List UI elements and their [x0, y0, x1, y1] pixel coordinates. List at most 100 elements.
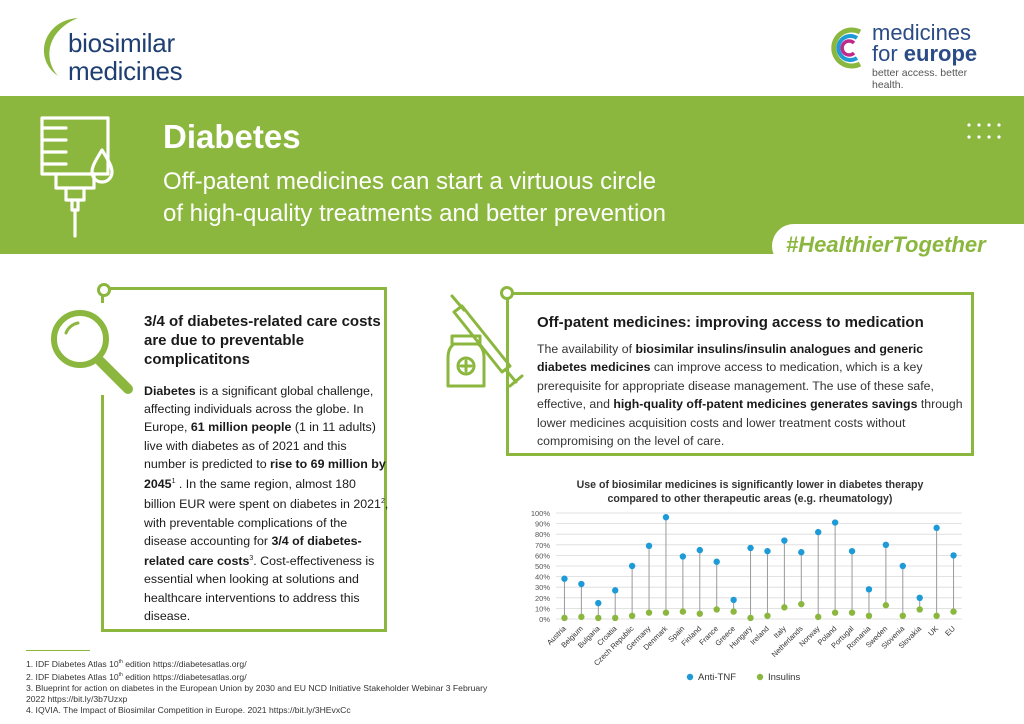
- insulins-point: [831, 609, 839, 616]
- y-tick-label: 100%: [531, 509, 551, 518]
- insulins-point: [815, 613, 822, 621]
- insulins-point: [612, 614, 619, 622]
- footnote-3: 3. Blueprint for action on diabetes in t…: [26, 682, 488, 704]
- anti-tnf-point: [865, 586, 873, 593]
- anti-tnf-point: [696, 546, 703, 554]
- y-tick-label: 70%: [535, 541, 550, 550]
- insulins-point: [865, 612, 873, 620]
- insulins-point: [595, 614, 602, 622]
- syringe-vial-icon: [444, 294, 524, 388]
- anti-tnf-point: [713, 558, 720, 565]
- chart-title-line1: Use of biosimilar medicines is significa…: [576, 479, 924, 491]
- y-tick-label: 80%: [535, 530, 550, 539]
- anti-tnf-point: [798, 549, 805, 556]
- anti-tnf-point: [882, 541, 890, 548]
- hashtag-pill: #HealthierTogether: [772, 224, 1024, 268]
- anti-tnf-point: [815, 528, 822, 536]
- insulins-point: [679, 608, 687, 615]
- footnotes: 1. IDF Diabetes Atlas 10th edition https…: [26, 657, 496, 716]
- logo-left-line2: medicines: [68, 56, 183, 86]
- logo-right-line2: for europe: [872, 41, 978, 66]
- legend-anti-tnf-label: Anti-TNF: [698, 672, 736, 683]
- anti-tnf-point: [578, 580, 585, 588]
- anti-tnf-point: [950, 552, 957, 559]
- rainbow-c-logo-icon: [831, 27, 862, 69]
- chart-title: Use of biosimilar medicines is significa…: [530, 478, 970, 506]
- access-card: Off-patent medicines: improving access t…: [506, 292, 974, 456]
- legend-insulins-label: Insulins: [768, 672, 800, 683]
- subtitle-line1: Off-patent medicines can start a virtuou…: [163, 168, 657, 195]
- insulins-point: [628, 612, 636, 620]
- anti-tnf-point: [781, 537, 788, 544]
- biosimilar-medicines-logo: biosimilar medicines: [34, 14, 224, 86]
- logo-right-line1: medicines: [872, 20, 972, 45]
- insulins-point: [713, 606, 720, 613]
- insulins-point: [561, 614, 568, 622]
- subtitle-line2: of high-quality treatments and better pr…: [163, 200, 666, 227]
- x-tick-label: UK: [926, 624, 940, 638]
- y-tick-label: 10%: [535, 604, 550, 613]
- costs-card: 3/4 of diabetes-related care costs are d…: [101, 287, 389, 632]
- anti-tnf-point: [561, 575, 568, 582]
- footnote-4: 4. IQVIA. The Impact of Biosimilar Compe…: [26, 704, 351, 715]
- footnote-divider: [26, 650, 90, 651]
- decorative-dots-icon: [967, 123, 1001, 139]
- access-card-body: The availability of biosimilar insulins/…: [537, 342, 963, 449]
- footnote-2: 2. IDF Diabetes Atlas 10th edition https…: [26, 671, 247, 682]
- anti-tnf-point: [645, 542, 653, 550]
- anti-tnf-point: [916, 594, 923, 601]
- anti-tnf-point: [899, 562, 906, 570]
- insulins-point: [916, 606, 923, 613]
- insulins-point: [950, 608, 957, 615]
- card-knob-right: [500, 286, 514, 300]
- y-tick-label: 90%: [535, 520, 550, 529]
- page-title: Diabetes: [163, 118, 301, 155]
- insulins-point: [933, 612, 940, 620]
- insulins-point: [848, 609, 856, 616]
- card-knob-left: [97, 283, 111, 297]
- anti-tnf-point: [730, 596, 737, 604]
- legend-insulins-marker: [756, 673, 764, 681]
- access-card-heading: Off-patent medicines: improving access t…: [537, 314, 924, 331]
- footnote-1: 1. IDF Diabetes Atlas 10th edition https…: [26, 658, 247, 669]
- insulins-point: [747, 614, 754, 622]
- anti-tnf-point: [679, 553, 687, 560]
- insulins-point: [645, 609, 653, 616]
- insulins-point: [730, 608, 737, 615]
- anti-tnf-point: [628, 562, 636, 570]
- logo-right-tagline: better access. better health.: [872, 67, 968, 91]
- costs-card-heading: 3/4 of diabetes-related care costs are d…: [144, 313, 381, 368]
- y-tick-label: 40%: [535, 573, 550, 582]
- insulins-point: [781, 604, 788, 611]
- y-tick-label: 30%: [535, 583, 550, 592]
- y-tick-label: 50%: [535, 562, 550, 571]
- insulins-point: [662, 609, 670, 616]
- y-tick-label: 60%: [535, 551, 550, 560]
- costs-card-body: Diabetes is a significant global challen…: [144, 384, 389, 623]
- logo-left-line1: biosimilar: [68, 28, 175, 58]
- y-tick-label: 0%: [539, 615, 550, 624]
- insulins-point: [798, 600, 805, 608]
- x-tick-label: Ireland: [748, 624, 771, 647]
- anti-tnf-point: [764, 547, 771, 555]
- insulins-point: [882, 602, 890, 609]
- anti-tnf-point: [747, 544, 754, 552]
- insulins-point: [578, 613, 585, 621]
- y-tick-label: 20%: [535, 594, 550, 603]
- legend-anti-tnf-marker: [686, 673, 694, 681]
- insulins-point: [696, 610, 703, 617]
- hashtag-text: #HealthierTogether: [786, 232, 986, 257]
- anti-tnf-point: [848, 547, 856, 555]
- insulins-point: [899, 612, 906, 620]
- anti-tnf-point: [831, 519, 839, 526]
- anti-tnf-point: [933, 524, 940, 532]
- magnifier-icon: [44, 303, 136, 395]
- swoosh-logo-icon: [43, 18, 78, 76]
- iv-drip-icon: [40, 116, 114, 238]
- biosimilar-usage-chart: 0%10%20%30%40%50%60%70%80%90%100%Austria…: [531, 509, 962, 683]
- anti-tnf-point: [612, 587, 619, 594]
- x-tick-label: EU: [943, 624, 957, 638]
- title-banner: Diabetes Off-patent medicines can start …: [0, 96, 1024, 254]
- medicines-for-europe-logo: medicines for europe better access. bett…: [828, 20, 998, 91]
- insulins-point: [764, 612, 771, 620]
